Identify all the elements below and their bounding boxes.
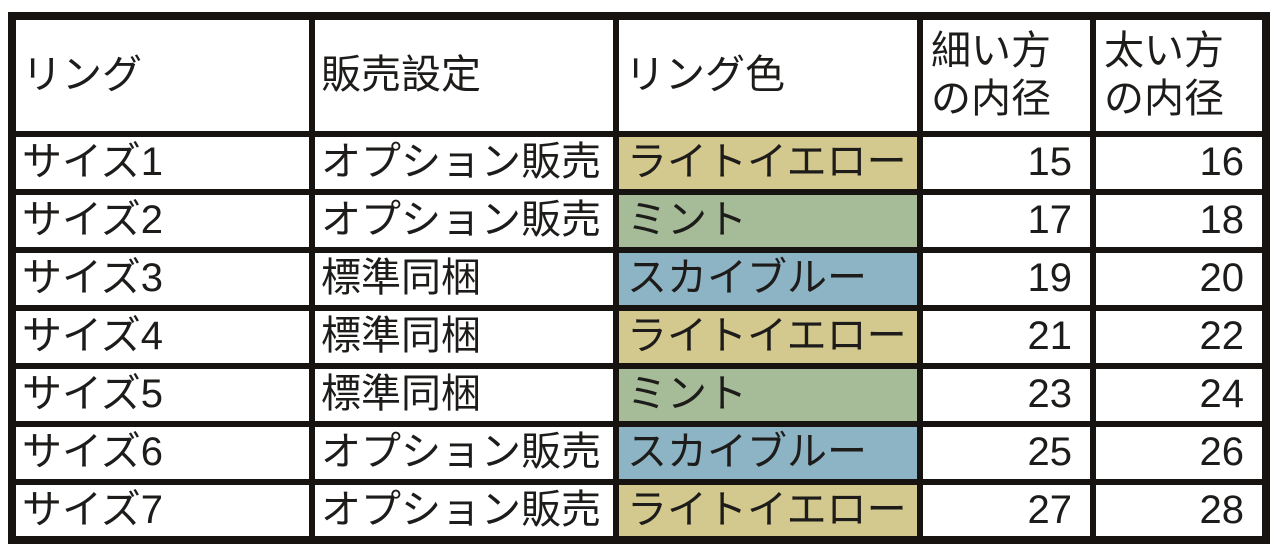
sales-setting-cell: オプション販売 <box>309 421 619 485</box>
ring-cell: サイズ2 <box>9 189 315 253</box>
table-row: サイズ2 オプション販売 ミント 17 18 <box>9 189 1269 253</box>
col-header-ring-color: リング色 <box>613 13 923 137</box>
thin-inner-diameter-cell: 27 <box>917 479 1096 543</box>
ring-cell: サイズ4 <box>9 305 315 369</box>
col-header-thin-inner-diameter: 細い方の内径 <box>917 13 1096 137</box>
sales-setting-cell: オプション販売 <box>309 189 619 253</box>
thick-inner-diameter-cell: 28 <box>1090 479 1269 543</box>
sales-setting-cell: オプション販売 <box>309 131 619 195</box>
thick-inner-diameter-cell: 26 <box>1090 421 1269 485</box>
ring-color-cell: ライトイエロー <box>613 479 923 543</box>
thin-inner-diameter-cell: 19 <box>917 247 1096 311</box>
ring-cell: サイズ5 <box>9 363 315 427</box>
ring-cell: サイズ7 <box>9 479 315 543</box>
thick-inner-diameter-cell: 24 <box>1090 363 1269 427</box>
ring-cell: サイズ6 <box>9 421 315 485</box>
table-row: サイズ7 オプション販売 ライトイエロー 27 28 <box>9 479 1269 543</box>
thick-inner-diameter-cell: 20 <box>1090 247 1269 311</box>
header-row: リング 販売設定 リング色 細い方の内径 太い方の内径 <box>9 13 1269 137</box>
col-header-ring: リング <box>9 13 315 137</box>
ring-color-cell: ミント <box>613 189 923 253</box>
thick-inner-diameter-cell: 16 <box>1090 131 1269 195</box>
ring-cell: サイズ1 <box>9 131 315 195</box>
ring-cell: サイズ3 <box>9 247 315 311</box>
table-row: サイズ5 標準同梱 ミント 23 24 <box>9 363 1269 427</box>
thin-inner-diameter-cell: 23 <box>917 363 1096 427</box>
thin-inner-diameter-cell: 15 <box>917 131 1096 195</box>
sales-setting-cell: オプション販売 <box>309 479 619 543</box>
sales-setting-cell: 標準同梱 <box>309 305 619 369</box>
table-row: サイズ4 標準同梱 ライトイエロー 21 22 <box>9 305 1269 369</box>
thin-inner-diameter-cell: 21 <box>917 305 1096 369</box>
sales-setting-cell: 標準同梱 <box>309 247 619 311</box>
thick-inner-diameter-cell: 18 <box>1090 189 1269 253</box>
ring-size-table: リング 販売設定 リング色 細い方の内径 太い方の内径 サイズ1 オプション販売… <box>8 12 1270 544</box>
thin-inner-diameter-cell: 25 <box>917 421 1096 485</box>
table-row: サイズ3 標準同梱 スカイブルー 19 20 <box>9 247 1269 311</box>
table-row: サイズ1 オプション販売 ライトイエロー 15 16 <box>9 131 1269 195</box>
ring-color-cell: スカイブルー <box>613 247 923 311</box>
ring-color-cell: スカイブルー <box>613 421 923 485</box>
ring-color-cell: ライトイエロー <box>613 131 923 195</box>
ring-color-cell: ライトイエロー <box>613 305 923 369</box>
sales-setting-cell: 標準同梱 <box>309 363 619 427</box>
col-header-thick-inner-diameter: 太い方の内径 <box>1090 13 1269 137</box>
thin-inner-diameter-cell: 17 <box>917 189 1096 253</box>
table-row: サイズ6 オプション販売 スカイブルー 25 26 <box>9 421 1269 485</box>
ring-color-cell: ミント <box>613 363 923 427</box>
thick-inner-diameter-cell: 22 <box>1090 305 1269 369</box>
col-header-sales-setting: 販売設定 <box>309 13 619 137</box>
